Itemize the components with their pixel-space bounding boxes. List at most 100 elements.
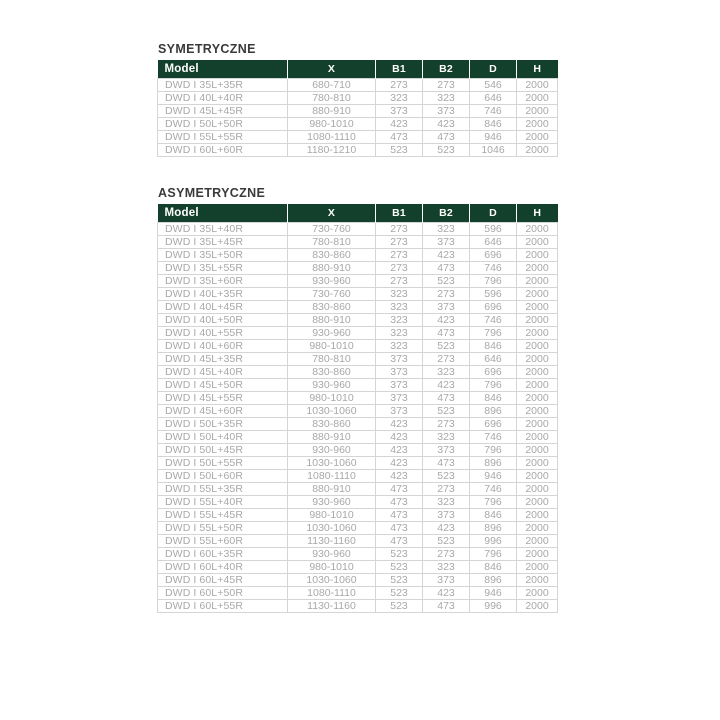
table-row: DWD I 60L+35R 930-960 523 273 796 2000 xyxy=(157,547,558,561)
cell-b1: 273 xyxy=(375,222,423,236)
cell-x: 880-910 xyxy=(287,482,376,496)
symmetric-section: SYMETRYCZNE Model X B1 B2 D H DWD I 35L+… xyxy=(157,42,558,157)
cell-x: 1130-1160 xyxy=(287,599,376,613)
cell-h: 2000 xyxy=(516,78,558,92)
cell-h: 2000 xyxy=(516,573,558,587)
cell-b1: 423 xyxy=(375,456,423,470)
cell-x: 980-1010 xyxy=(287,339,376,353)
cell-h: 2000 xyxy=(516,495,558,509)
cell-b1: 473 xyxy=(375,495,423,509)
cell-b1: 473 xyxy=(375,508,423,522)
symmetric-table-body: DWD I 35L+35R 680-710 273 273 546 2000 DWD I 4… xyxy=(157,78,558,157)
cell-model: DWD I 40L+55R xyxy=(157,326,288,340)
cell-model: DWD I 35L+55R xyxy=(157,261,288,275)
cell-x: 1180-1210 xyxy=(287,143,376,157)
table-row: DWD I 50L+55R 1030-1060 423 473 896 2000 xyxy=(157,456,558,470)
cell-model: DWD I 35L+40R xyxy=(157,222,288,236)
cell-model: DWD I 45L+45R xyxy=(157,104,288,118)
cell-d: 796 xyxy=(469,274,517,288)
column-header-x: X xyxy=(287,204,376,223)
cell-x: 730-760 xyxy=(287,222,376,236)
cell-x: 930-960 xyxy=(287,443,376,457)
cell-d: 896 xyxy=(469,404,517,418)
cell-b2: 323 xyxy=(422,430,470,444)
cell-d: 746 xyxy=(469,313,517,327)
cell-model: DWD I 55L+45R xyxy=(157,508,288,522)
cell-x: 880-910 xyxy=(287,430,376,444)
column-header-b1: B1 xyxy=(375,204,423,223)
cell-b2: 323 xyxy=(422,91,470,105)
cell-h: 2000 xyxy=(516,560,558,574)
cell-b1: 273 xyxy=(375,274,423,288)
table-header: Model X B1 B2 D H xyxy=(157,204,558,223)
cell-b2: 473 xyxy=(422,599,470,613)
cell-b1: 523 xyxy=(375,547,423,561)
cell-b2: 323 xyxy=(422,365,470,379)
column-header-d: D xyxy=(469,60,517,79)
cell-model: DWD I 50L+55R xyxy=(157,456,288,470)
cell-b2: 373 xyxy=(422,443,470,457)
cell-h: 2000 xyxy=(516,482,558,496)
cell-h: 2000 xyxy=(516,443,558,457)
cell-h: 2000 xyxy=(516,365,558,379)
cell-x: 980-1010 xyxy=(287,117,376,131)
cell-b1: 373 xyxy=(375,378,423,392)
asymmetric-table: Model X B1 B2 D H DWD I 35L+40R 730-760 27… xyxy=(157,204,558,613)
cell-b1: 423 xyxy=(375,443,423,457)
table-row: DWD I 50L+40R 880-910 423 323 746 2000 xyxy=(157,430,558,444)
column-header-h: H xyxy=(516,60,558,79)
cell-d: 796 xyxy=(469,443,517,457)
column-header-x: X xyxy=(287,60,376,79)
cell-model: DWD I 50L+50R xyxy=(157,117,288,131)
cell-d: 896 xyxy=(469,573,517,587)
cell-b2: 273 xyxy=(422,352,470,366)
table-row: DWD I 35L+60R 930-960 273 523 796 2000 xyxy=(157,274,558,288)
cell-x: 1030-1060 xyxy=(287,521,376,535)
cell-h: 2000 xyxy=(516,469,558,483)
cell-d: 1046 xyxy=(469,143,517,157)
column-header-h: H xyxy=(516,204,558,223)
cell-b2: 323 xyxy=(422,560,470,574)
cell-h: 2000 xyxy=(516,508,558,522)
cell-d: 846 xyxy=(469,391,517,405)
cell-x: 830-860 xyxy=(287,300,376,314)
cell-h: 2000 xyxy=(516,326,558,340)
cell-h: 2000 xyxy=(516,430,558,444)
cell-model: DWD I 55L+35R xyxy=(157,482,288,496)
cell-model: DWD I 60L+40R xyxy=(157,560,288,574)
cell-model: DWD I 40L+45R xyxy=(157,300,288,314)
cell-b2: 423 xyxy=(422,117,470,131)
cell-model: DWD I 60L+55R xyxy=(157,599,288,613)
cell-model: DWD I 45L+55R xyxy=(157,391,288,405)
table-row: DWD I 40L+50R 880-910 323 423 746 2000 xyxy=(157,313,558,327)
table-row: DWD I 50L+45R 930-960 423 373 796 2000 xyxy=(157,443,558,457)
cell-x: 730-760 xyxy=(287,287,376,301)
cell-h: 2000 xyxy=(516,91,558,105)
cell-x: 830-860 xyxy=(287,248,376,262)
cell-d: 896 xyxy=(469,456,517,470)
table-row: DWD I 50L+60R 1080-1110 423 523 946 2000 xyxy=(157,469,558,483)
column-header-b1: B1 xyxy=(375,60,423,79)
table-row: DWD I 55L+35R 880-910 473 273 746 2000 xyxy=(157,482,558,496)
cell-h: 2000 xyxy=(516,352,558,366)
column-header-d: D xyxy=(469,204,517,223)
section-title-symetryczne: SYMETRYCZNE xyxy=(158,42,256,56)
cell-h: 2000 xyxy=(516,378,558,392)
cell-x: 1030-1060 xyxy=(287,404,376,418)
table-row: DWD I 45L+60R 1030-1060 373 523 896 2000 xyxy=(157,404,558,418)
cell-b1: 273 xyxy=(375,235,423,249)
cell-h: 2000 xyxy=(516,261,558,275)
cell-b1: 473 xyxy=(375,534,423,548)
table-row: DWD I 50L+35R 830-860 423 273 696 2000 xyxy=(157,417,558,431)
cell-x: 1080-1110 xyxy=(287,469,376,483)
cell-x: 680-710 xyxy=(287,78,376,92)
cell-d: 696 xyxy=(469,300,517,314)
cell-x: 930-960 xyxy=(287,326,376,340)
cell-d: 746 xyxy=(469,104,517,118)
cell-b2: 423 xyxy=(422,313,470,327)
cell-h: 2000 xyxy=(516,104,558,118)
cell-d: 996 xyxy=(469,534,517,548)
cell-b1: 373 xyxy=(375,391,423,405)
cell-b1: 423 xyxy=(375,117,423,131)
table-row: DWD I 55L+40R 930-960 473 323 796 2000 xyxy=(157,495,558,509)
